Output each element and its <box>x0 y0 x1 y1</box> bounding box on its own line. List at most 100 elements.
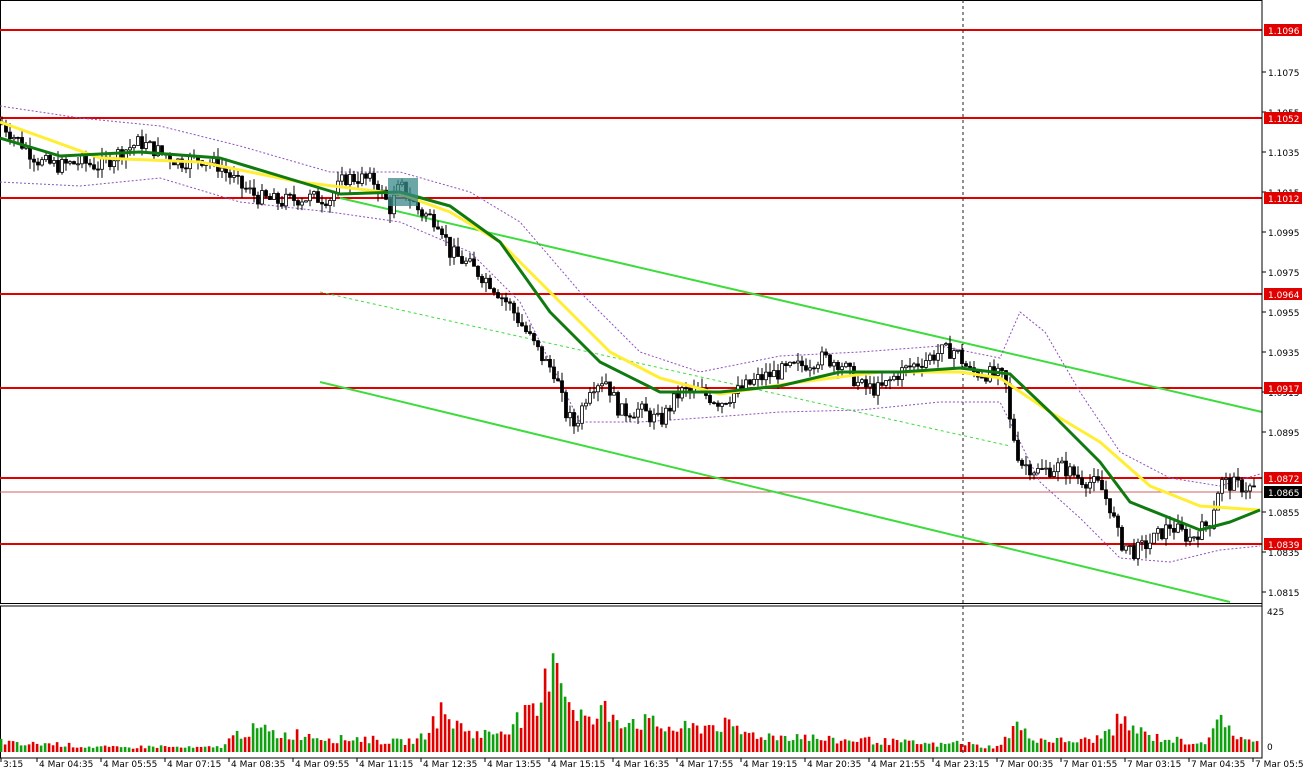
volume-bar <box>1027 738 1031 752</box>
volume-bar <box>667 726 671 752</box>
candle-up <box>892 375 896 381</box>
volume-bar <box>283 732 287 752</box>
volume-bar <box>343 740 347 752</box>
candle-up <box>1140 540 1144 543</box>
candle-up <box>940 344 944 354</box>
candle-down <box>480 276 484 284</box>
candle-down <box>384 189 388 200</box>
volume-bar <box>279 737 283 752</box>
candle-down <box>460 256 464 264</box>
volume-bar <box>319 740 323 752</box>
candle-up <box>832 362 836 367</box>
volume-bar <box>1107 729 1111 752</box>
candle-up <box>1192 536 1196 539</box>
volume-bar <box>315 738 319 752</box>
candle-up <box>452 246 456 258</box>
volume-bar <box>1115 713 1119 752</box>
candle-down <box>64 159 68 164</box>
candle-down <box>648 410 652 423</box>
candle-down <box>556 378 560 382</box>
candle-up <box>312 191 316 195</box>
volume-bar <box>1171 742 1175 752</box>
volume-bar <box>7 740 11 752</box>
volume-bar <box>1187 744 1191 752</box>
candle-down <box>1108 498 1112 514</box>
volume-bar <box>851 741 855 752</box>
candle-down <box>800 360 804 367</box>
candle-down <box>908 365 912 368</box>
level-price-label: 1.1012 <box>1268 195 1300 205</box>
candle-up <box>1156 528 1160 534</box>
candle-up <box>1024 464 1028 467</box>
volume-bar <box>259 727 263 752</box>
volume-bar <box>807 740 811 752</box>
candle-down <box>632 416 636 419</box>
volume-bar <box>695 725 699 752</box>
candle-up <box>220 167 224 172</box>
candle-up <box>884 380 888 386</box>
volume-bar <box>235 730 239 752</box>
volume-bar <box>791 740 795 752</box>
volume-bar <box>563 696 567 752</box>
volume-bar <box>1127 730 1131 752</box>
volume-bar <box>715 731 719 752</box>
volume-bar <box>1083 737 1087 752</box>
volume-bar <box>107 746 111 752</box>
volume-bar <box>395 738 399 752</box>
candle-up <box>924 360 928 368</box>
volume-bar <box>999 744 1003 752</box>
volume-bar <box>555 663 559 752</box>
volume-bar <box>819 740 823 752</box>
volume-bar <box>883 738 887 752</box>
volume-bar <box>1051 742 1055 752</box>
candle-up <box>1032 472 1036 476</box>
candle-down <box>572 412 576 427</box>
volume-bar <box>539 702 543 752</box>
volume-bar <box>183 747 187 752</box>
candle-down <box>444 234 448 238</box>
candle-up <box>604 381 608 385</box>
candle-down <box>1168 524 1172 529</box>
volume-bar <box>887 745 891 752</box>
candle-down <box>492 288 496 293</box>
volume-bar <box>739 734 743 752</box>
candle-down <box>32 158 36 163</box>
volume-bar <box>519 727 523 752</box>
candle-up <box>820 351 824 366</box>
candle-down <box>72 161 76 165</box>
candle-down <box>280 202 284 207</box>
candle-up <box>720 402 724 407</box>
candle-up <box>44 155 48 161</box>
volume-bar <box>543 668 547 752</box>
candle-down <box>364 173 368 179</box>
volume-bar <box>159 745 163 752</box>
volume-bar <box>263 724 267 752</box>
candle-up <box>860 379 864 383</box>
candle-up <box>484 277 488 284</box>
y-tick-label: 1.0835 <box>1268 549 1300 559</box>
volume-bar <box>431 716 435 752</box>
candle-down <box>48 155 52 164</box>
candle-up <box>116 149 120 162</box>
candle-up <box>956 349 960 352</box>
candle-up <box>1224 477 1228 480</box>
candle-up <box>1068 466 1072 477</box>
candle-up <box>1152 532 1156 544</box>
volume-bar <box>1111 735 1115 752</box>
volume-bar <box>815 738 819 752</box>
candle-up <box>1088 481 1092 489</box>
candle-up <box>796 360 800 364</box>
signal-highlight-box <box>388 178 418 206</box>
volume-bar <box>331 743 335 752</box>
candle-down <box>1196 536 1200 540</box>
volume-bar <box>363 736 367 752</box>
candle-down <box>864 379 868 388</box>
volume-bar <box>1023 728 1027 752</box>
volume-bar <box>251 723 255 752</box>
candle-up <box>1044 467 1048 470</box>
volume-bar <box>1019 730 1023 752</box>
candle-up <box>248 187 252 190</box>
candle-down <box>1132 545 1136 559</box>
